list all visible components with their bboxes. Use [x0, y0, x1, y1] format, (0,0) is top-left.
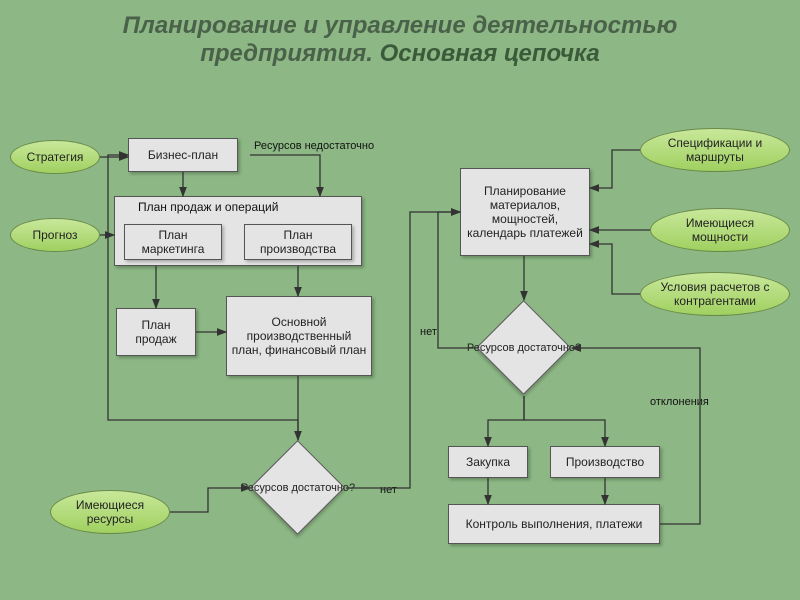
mps-rect: Основной производственный план, финансов… — [226, 296, 372, 376]
plan_marketing-rect: План маркетинга — [124, 224, 222, 260]
specs-ellipse: Спецификации и маршруты — [640, 128, 790, 172]
plan_sales-rect: План продаж — [116, 308, 196, 356]
dec2-diamond: Ресурсов достаточно? — [476, 300, 572, 396]
dec1-diamond: Ресурсов достаточно? — [250, 440, 346, 536]
mrp-rect: Планирование материалов, мощностей, кале… — [460, 168, 590, 256]
forecast-ellipse: Прогноз — [10, 218, 100, 252]
sop_title-label: План продаж и операций — [138, 200, 278, 214]
resources_have-ellipse: Имеющиеся ресурсы — [50, 490, 170, 534]
strategy-ellipse: Стратегия — [10, 140, 100, 174]
plan_prod-rect: План производства — [244, 224, 352, 260]
diagram-canvas: Стратегия Прогноз Имеющиеся ресурсы Специфи… — [0, 0, 800, 600]
label-res_insuff: Ресурсов недостаточно — [254, 140, 374, 152]
label-no1: нет — [380, 484, 397, 496]
production-rect: Производство — [550, 446, 660, 478]
label-deviations: отклонения — [650, 396, 709, 408]
purchase-rect: Закупка — [448, 446, 528, 478]
terms-ellipse: Условия расчетов с контрагентами — [640, 272, 790, 316]
control-rect: Контроль выполнения, платежи — [448, 504, 660, 544]
bizplan-rect: Бизнес-план — [128, 138, 238, 172]
capacities-ellipse: Имеющиеся мощности — [650, 208, 790, 252]
label-no2: нет — [420, 326, 437, 338]
